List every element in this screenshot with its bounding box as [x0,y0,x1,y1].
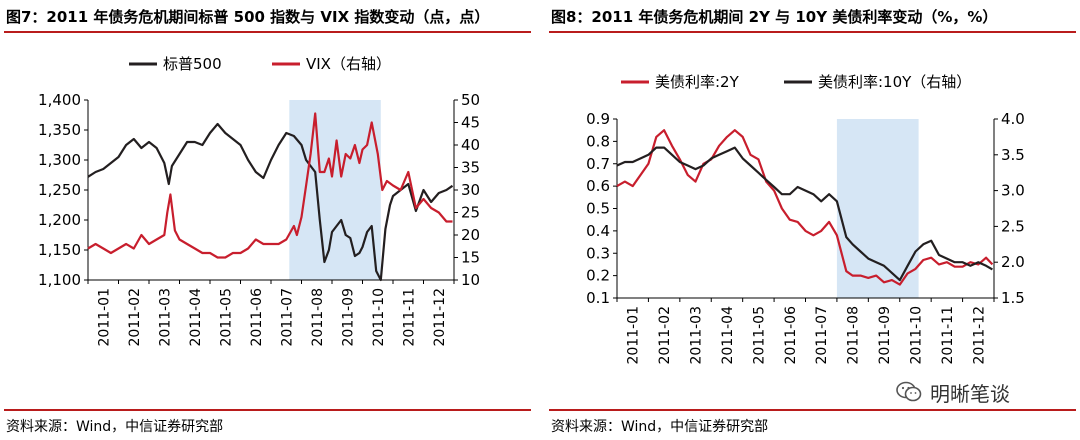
legend: 标普500 VIX（右轴） [129,55,391,73]
y-right-tick-label: 45 [461,114,480,132]
x-tick-label: 2011-01 [626,306,642,365]
figure-panel-1: 图7：2011 年债务危机期间标普 500 指数与 VIX 指数变动（点，点） … [4,0,531,440]
x-tick-label: 2011-07 [279,288,295,347]
series-line-1 [616,129,994,286]
x-tick-label: 2011-05 [751,306,767,365]
y-left-tick-label: 1,100 [38,271,81,289]
y-left-tick-label: 0.7 [586,155,610,173]
y-right-tick-label: 3.5 [1001,146,1025,164]
y-right-tick-label: 3.0 [1001,182,1025,200]
y-left-tick-label: 0.6 [586,177,610,195]
y-left-tick-label: 0.9 [586,110,610,128]
y-left-tick-label: 0.4 [586,222,610,240]
y-left-tick-label: 1,400 [38,91,81,109]
y-left-tick-label: 0.2 [586,267,610,285]
legend: 美债利率:2Y 美债利率:10Y（右轴） [621,73,971,91]
x-tick-label: 2011-12 [432,288,448,347]
x-tick-label: 2011-02 [657,306,673,365]
y-right-tick-label: 30 [461,181,480,199]
legend-label: VIX（右轴） [306,55,391,73]
y-right-tick-label: 35 [461,159,480,177]
y-left-tick-label: 1,250 [38,181,81,199]
x-tick-label: 2011-11 [401,288,417,347]
x-tick-label: 2011-01 [96,288,112,347]
x-tick-label: 2011-12 [971,306,987,365]
wechat-icon [896,381,922,402]
y-left-tick-label: 1,150 [38,241,81,259]
legend-label: 标普500 [163,55,222,73]
x-tick-label: 2011-08 [310,288,326,347]
figure-title: 图7：2011 年债务危机期间标普 500 指数与 VIX 指数变动（点，点） [6,8,490,26]
title-divider [4,31,531,33]
y-right-tick-label: 2.5 [1001,217,1025,235]
chart-sp500-vix: 1,100 1,150 1,200 1,250 1,300 1,350 1,400 10 15 2… [38,55,480,347]
x-tick-label: 2011-09 [340,288,356,347]
y-right-tick-label: 2.0 [1001,253,1025,271]
x-tick-label: 2011-03 [157,288,173,347]
figure-panel-2: 图8：2011 年债务危机期间 2Y 与 10Y 美债利率变动（%，%） 0.1… [549,0,1076,440]
x-tick-label: 2011-03 [689,306,705,365]
y-left-tick-label: 0.8 [586,132,610,150]
legend-label: 美债利率:10Y（右轴） [818,73,971,91]
series-line-2 [87,112,453,259]
source-divider [4,409,531,411]
x-tick-label: 2011-10 [908,306,924,365]
figure-source: 资料来源：Wind，中信证券研究部 [551,419,769,435]
source-divider [549,409,1076,411]
x-tick-label: 2011-06 [249,288,265,347]
y-left-tick-label: 1,200 [38,211,81,229]
figure-source: 资料来源：Wind，中信证券研究部 [6,419,224,435]
x-tick-label: 2011-08 [846,306,862,365]
y-right-tick-label: 20 [461,226,480,244]
x-tick-label: 2011-04 [188,288,204,347]
y-right-tick-label: 15 [461,249,480,267]
x-tick-label: 2011-02 [127,288,143,347]
y-right-tick-label: 10 [461,271,480,289]
chart-treasury-yields: 0.1 0.2 0.3 0.4 0.5 0.6 0.7 0.8 0.9 1.5 2.0 2.5 3.0 3… [586,73,1025,365]
y-left-tick-label: 0.5 [586,200,610,218]
y-left-tick-label: 1,350 [38,121,81,139]
x-tick-label: 2011-11 [940,306,956,365]
x-tick-label: 2011-06 [783,306,799,365]
shaded-crisis-region [836,119,919,298]
x-tick-label: 2011-10 [371,288,387,347]
watermark: 明晰笔谈 [896,379,1010,406]
x-tick-label: 2011-05 [218,288,234,347]
legend-label: 美债利率:2Y [655,73,740,91]
x-tick-label: 2011-04 [720,306,736,365]
y-right-tick-label: 50 [461,91,480,109]
y-right-tick-label: 4.0 [1001,110,1025,128]
shaded-crisis-region [289,100,381,280]
series-line-2 [616,146,993,282]
title-divider [549,31,1076,33]
x-tick-label: 2011-09 [877,306,893,365]
y-right-tick-label: 40 [461,136,480,154]
y-right-tick-label: 1.5 [1001,289,1025,307]
y-left-tick-label: 0.3 [586,244,610,262]
series-line-1 [87,122,454,282]
x-tick-label: 2011-07 [814,306,830,365]
y-right-tick-label: 25 [461,204,480,222]
figure-title: 图8：2011 年债务危机期间 2Y 与 10Y 美债利率变动（%，%） [551,8,998,26]
y-left-tick-label: 1,300 [38,151,81,169]
watermark-text: 明晰笔谈 [930,381,1010,406]
y-left-tick-label: 0.1 [586,289,610,307]
